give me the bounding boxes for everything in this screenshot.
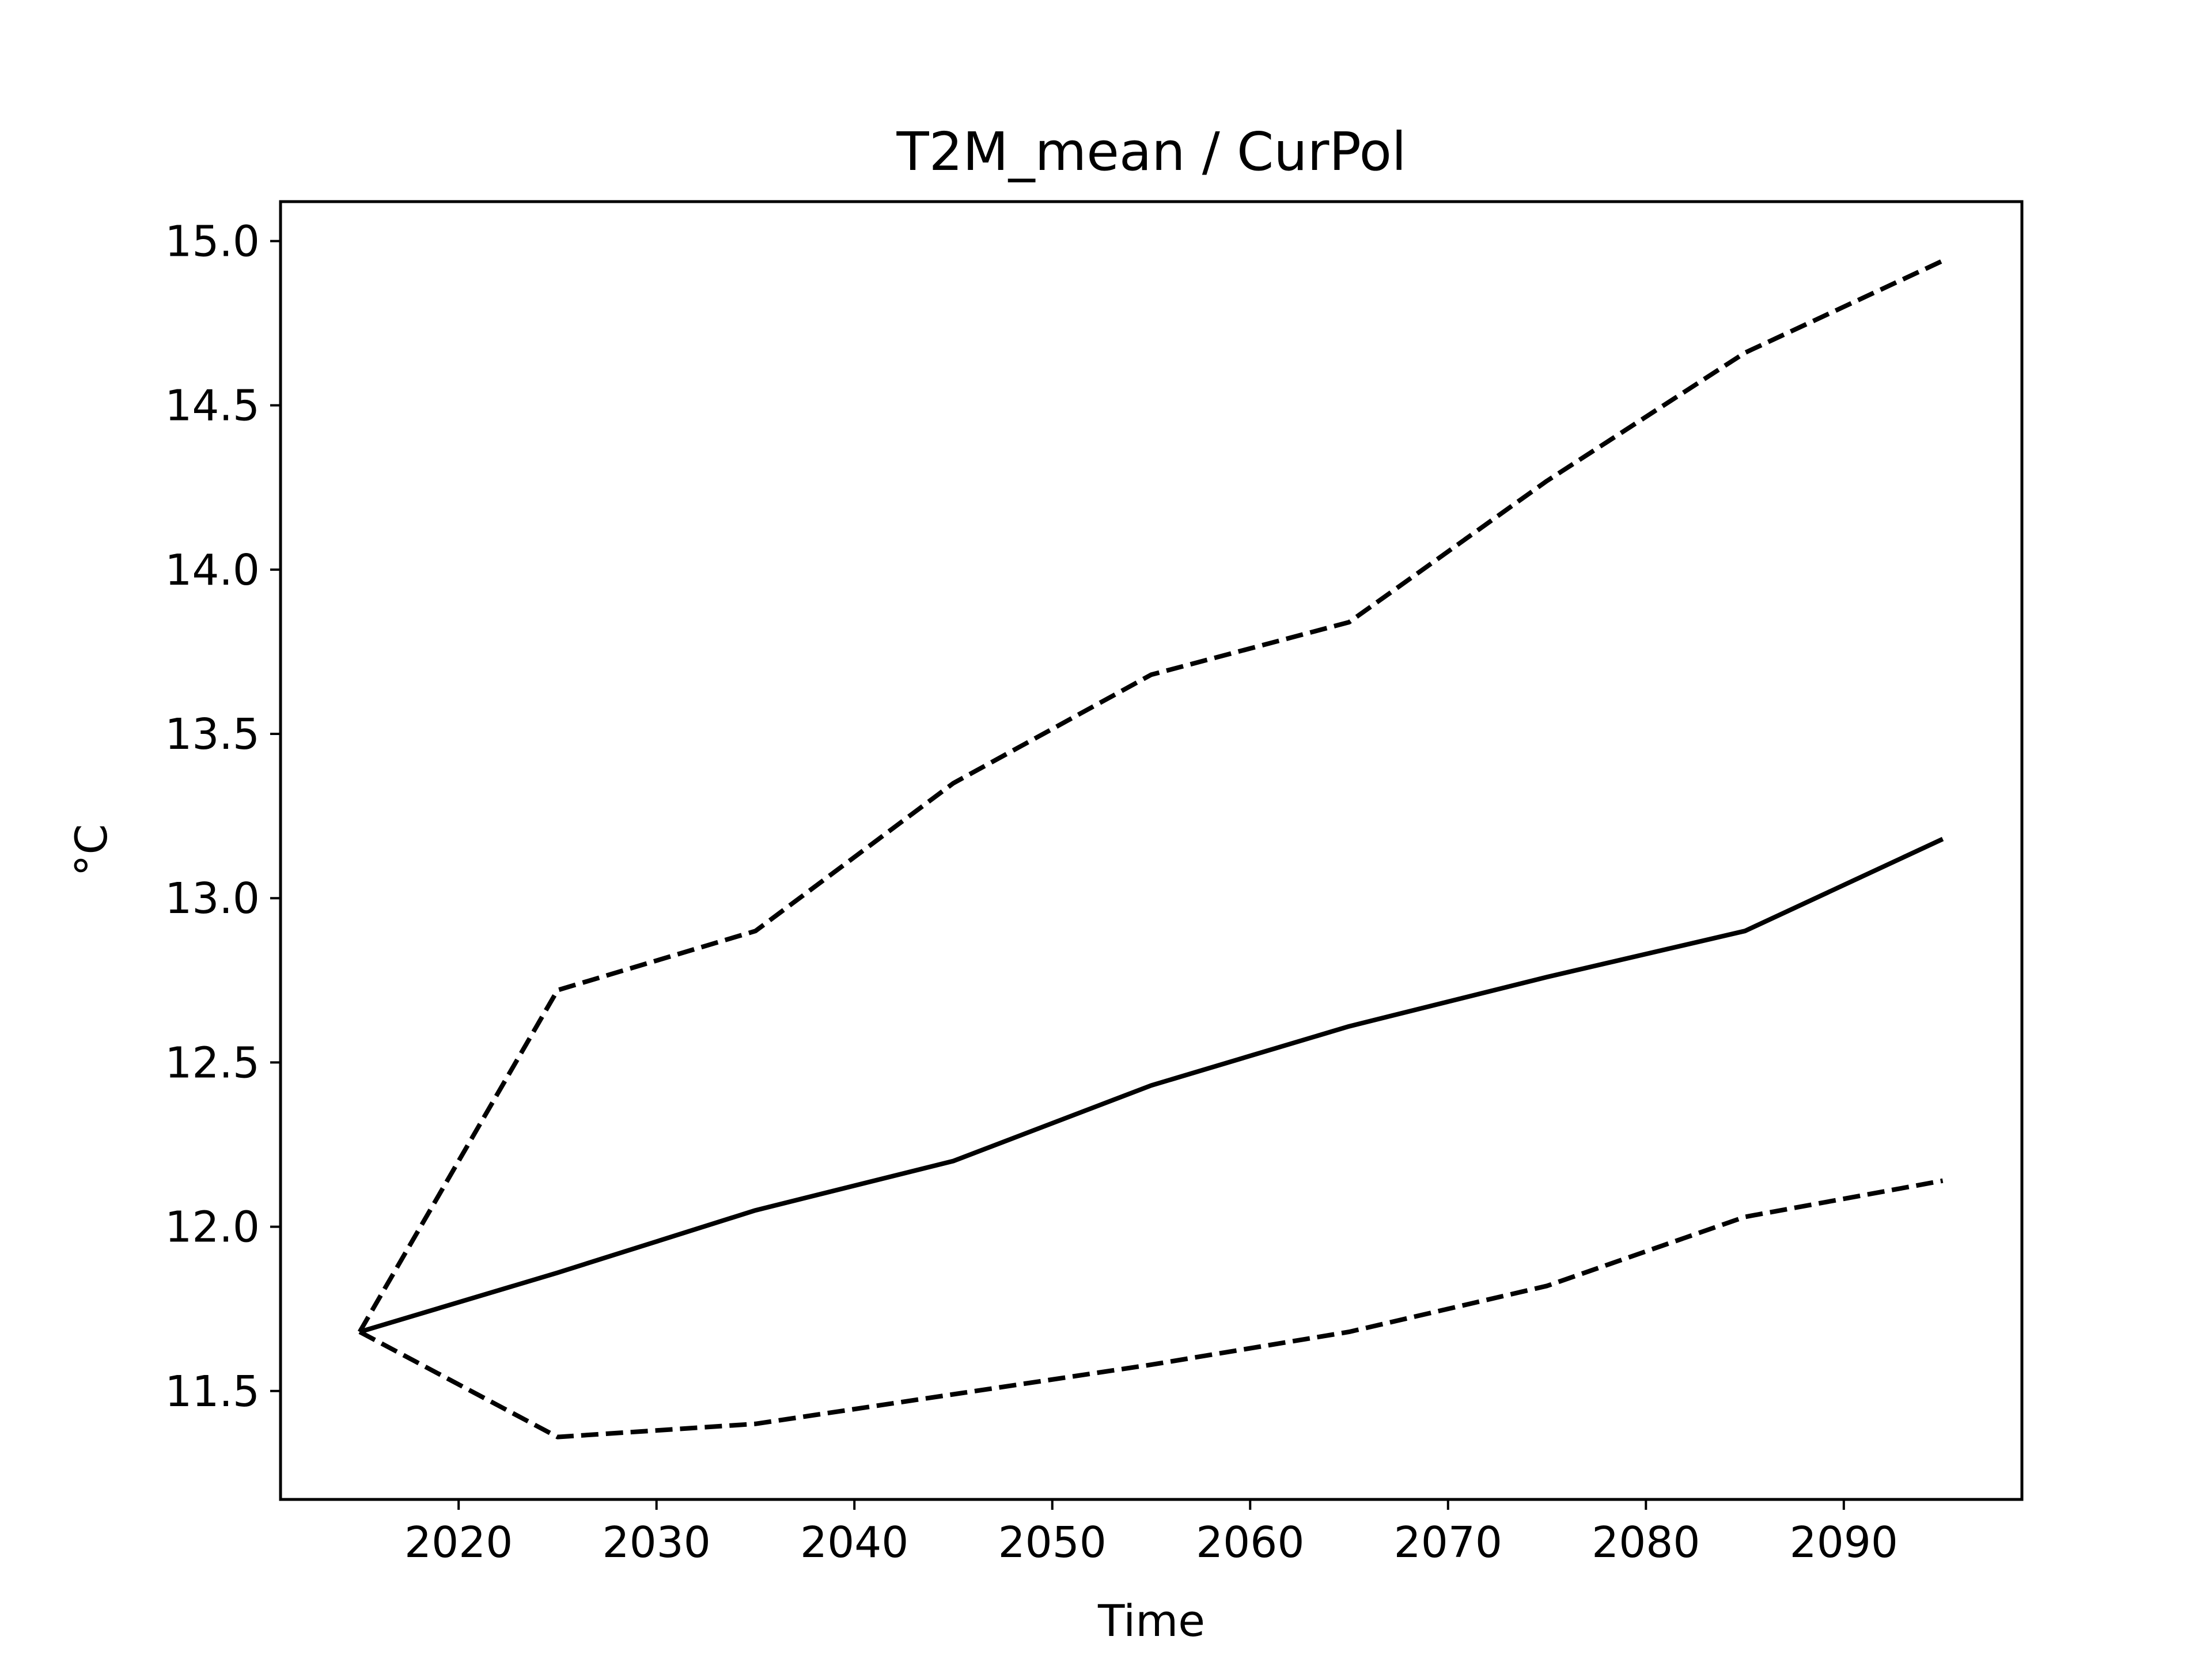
x-tick-label: 2040 <box>800 1518 908 1567</box>
y-tick-label: 14.0 <box>165 546 260 595</box>
series-line-lower <box>358 1178 1944 1440</box>
x-tick-label: 2070 <box>1394 1518 1502 1567</box>
y-axis-ticks: 11.5 12.0 12.5 13.0 13.5 14.0 14.5 15.0 <box>165 217 281 1416</box>
y-tick-label: 12.5 <box>165 1038 260 1088</box>
y-tick-label: 13.5 <box>165 710 260 759</box>
x-axis-ticks: 2020 2030 2040 2050 2060 2070 2080 2090 <box>404 1499 1898 1567</box>
series-line-upper <box>357 259 1944 1334</box>
x-tick-label: 2060 <box>1196 1518 1304 1567</box>
x-tick-label: 2080 <box>1592 1518 1700 1567</box>
x-tick-label: 2030 <box>603 1518 711 1567</box>
plot-frame <box>279 200 2024 1501</box>
x-tick-label: 2020 <box>404 1518 513 1567</box>
series-layer <box>357 259 1944 1440</box>
y-tick-label: 12.0 <box>165 1203 260 1252</box>
x-tick-label: 2090 <box>1790 1518 1898 1567</box>
y-axis-label: °C <box>66 824 117 876</box>
y-tick-label: 11.5 <box>165 1367 260 1416</box>
x-axis-label: Time <box>1097 1595 1205 1646</box>
y-tick-label: 14.5 <box>165 381 260 431</box>
y-tick-label: 13.0 <box>165 874 260 923</box>
x-tick-label: 2050 <box>998 1518 1107 1567</box>
series-line-mean <box>359 836 1944 1334</box>
y-tick-label: 15.0 <box>165 217 260 266</box>
chart-title: T2M_mean / CurPol <box>896 121 1407 183</box>
